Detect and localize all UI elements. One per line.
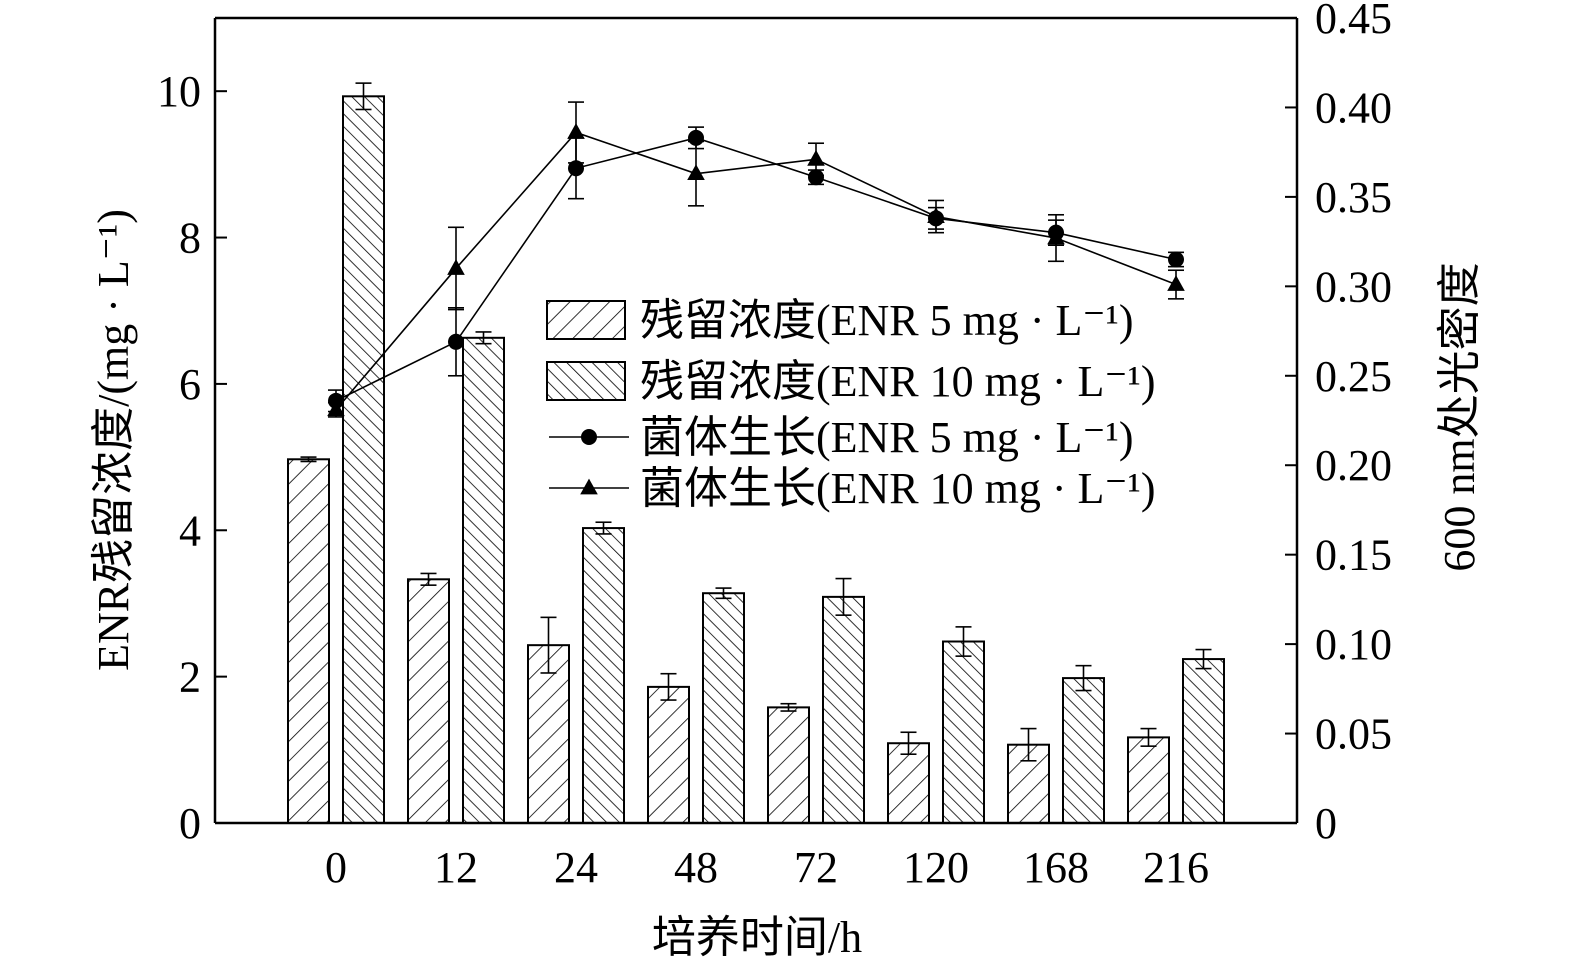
data-point — [1047, 228, 1065, 245]
y-tick-label-left: 8 — [179, 214, 201, 263]
bar — [527, 644, 570, 824]
lines-layer — [327, 101, 1185, 418]
bar — [1127, 736, 1170, 824]
data-point — [808, 169, 824, 186]
x-tick-label: 12 — [434, 843, 478, 892]
bar — [702, 592, 745, 825]
y-tick-label-right: 0.10 — [1315, 620, 1392, 669]
axes-layer: 024681000.050.100.150.200.250.300.350.40… — [157, 0, 1392, 892]
bar — [767, 706, 810, 825]
y-tick-label-left: 10 — [157, 67, 201, 116]
bar — [822, 595, 865, 824]
bar — [647, 685, 690, 825]
x-tick-label: 120 — [903, 843, 969, 892]
bar — [1062, 677, 1105, 824]
data-point — [687, 164, 705, 181]
legend: 残留浓度(ENR 5 mg · L⁻¹) 残留浓度(ENR 10 mg · L⁻¹… — [546, 296, 1155, 513]
y-axis-title-right: 600 nm处光密度 — [1435, 262, 1484, 571]
bar — [407, 578, 450, 825]
y-tick-label-left: 4 — [179, 506, 201, 555]
legend-marker — [581, 429, 597, 445]
data-point — [807, 149, 825, 166]
y-tick-label-right: 0.25 — [1315, 352, 1392, 401]
data-point — [567, 123, 585, 139]
bar — [1182, 658, 1225, 825]
data-point — [927, 207, 945, 223]
bar — [942, 640, 985, 824]
y-tick-label-left: 2 — [179, 653, 201, 702]
bars-layer — [287, 82, 1225, 825]
y-tick-label-right: 0.45 — [1315, 0, 1392, 43]
y-tick-label-left: 0 — [179, 799, 201, 848]
x-tick-label: 72 — [794, 843, 838, 892]
y-tick-label-right: 0 — [1315, 799, 1337, 848]
legend-label: 残留浓度(ENR 10 mg · L⁻¹) — [640, 357, 1155, 406]
y-axis-title-left: ENR残留浓度/(mg · L⁻¹) — [89, 209, 138, 671]
data-point — [327, 400, 345, 417]
y-tick-label-right: 0.35 — [1315, 173, 1392, 222]
series-line — [335, 131, 1177, 411]
bar — [287, 458, 330, 824]
x-tick-label: 216 — [1143, 843, 1209, 892]
y-tick-label-right: 0.05 — [1315, 710, 1392, 759]
y-tick-label-right: 0.40 — [1315, 83, 1392, 132]
legend-marker — [580, 478, 598, 495]
x-tick-label: 24 — [554, 843, 598, 892]
y-tick-label-right: 0.15 — [1315, 531, 1392, 580]
y-tick-label-left: 6 — [179, 360, 201, 409]
bar — [342, 95, 385, 824]
x-tick-label: 168 — [1023, 843, 1089, 892]
legend-label: 菌体生长(ENR 5 mg · L⁻¹) — [640, 413, 1133, 462]
series-line — [335, 137, 1177, 402]
plot-frame — [213, 16, 1299, 825]
bar — [582, 527, 625, 824]
bar — [462, 336, 505, 824]
y-tick-label-right: 0.30 — [1315, 262, 1392, 311]
bar — [887, 742, 930, 824]
legend-label: 残留浓度(ENR 5 mg · L⁻¹) — [640, 296, 1133, 345]
legend-label: 菌体生长(ENR 10 mg · L⁻¹) — [640, 464, 1155, 513]
data-point — [1167, 275, 1185, 291]
data-point — [448, 333, 464, 350]
y-tick-label-right: 0.20 — [1315, 441, 1392, 490]
legend-swatch — [546, 300, 626, 340]
x-tick-label: 0 — [325, 843, 347, 892]
x-axis-title: 培养时间/h — [652, 913, 862, 962]
data-point — [1168, 251, 1184, 268]
x-tick-label: 48 — [674, 843, 718, 892]
legend-swatch — [546, 361, 626, 401]
data-point — [447, 259, 465, 275]
data-point — [568, 160, 584, 177]
